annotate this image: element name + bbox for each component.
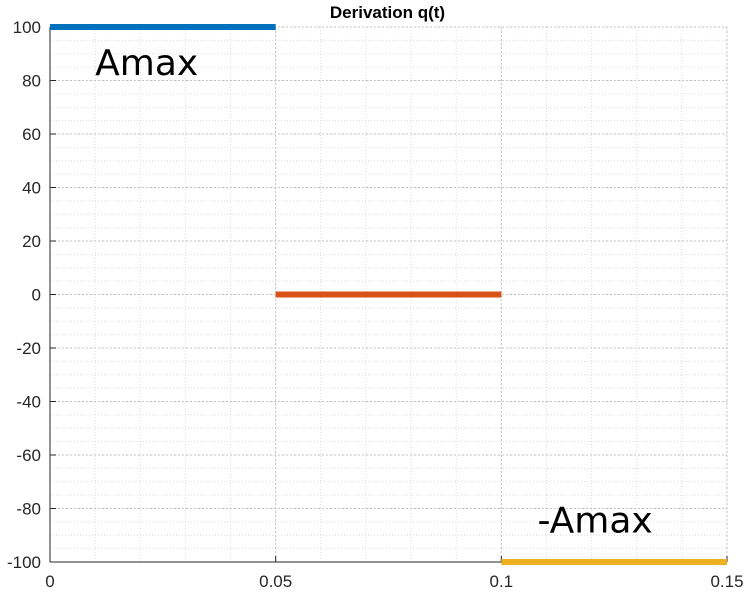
chart-title: Derivation q(t) — [330, 3, 445, 22]
y-tick-label: -40 — [16, 393, 41, 412]
y-tick-label: -80 — [16, 500, 41, 519]
annotations: Amax -Amax — [95, 43, 653, 541]
series-group — [50, 24, 727, 565]
y-tick-label: 60 — [22, 125, 41, 144]
tick-labels: 0 0.05 0.1 0.15 100 80 60 40 20 0 -20 -40 -60 -80 -100 — [7, 18, 744, 591]
y-tick-label: -60 — [16, 446, 41, 465]
annotation-1: Amax — [95, 43, 198, 84]
x-tick-label: 0.05 — [259, 572, 292, 591]
y-tick-label: 0 — [32, 286, 41, 305]
y-tick-label: -100 — [7, 553, 41, 572]
annotation-2: -Amax — [537, 501, 652, 542]
x-tick-label: 0.15 — [710, 572, 743, 591]
y-tick-label: 40 — [22, 179, 41, 198]
x-tick-label: 0 — [45, 572, 54, 591]
y-tick-label: 20 — [22, 232, 41, 251]
y-tick-label: 80 — [22, 72, 41, 91]
y-tick-label: 100 — [13, 18, 41, 37]
y-tick-label: -20 — [16, 339, 41, 358]
x-tick-label: 0.1 — [490, 572, 514, 591]
